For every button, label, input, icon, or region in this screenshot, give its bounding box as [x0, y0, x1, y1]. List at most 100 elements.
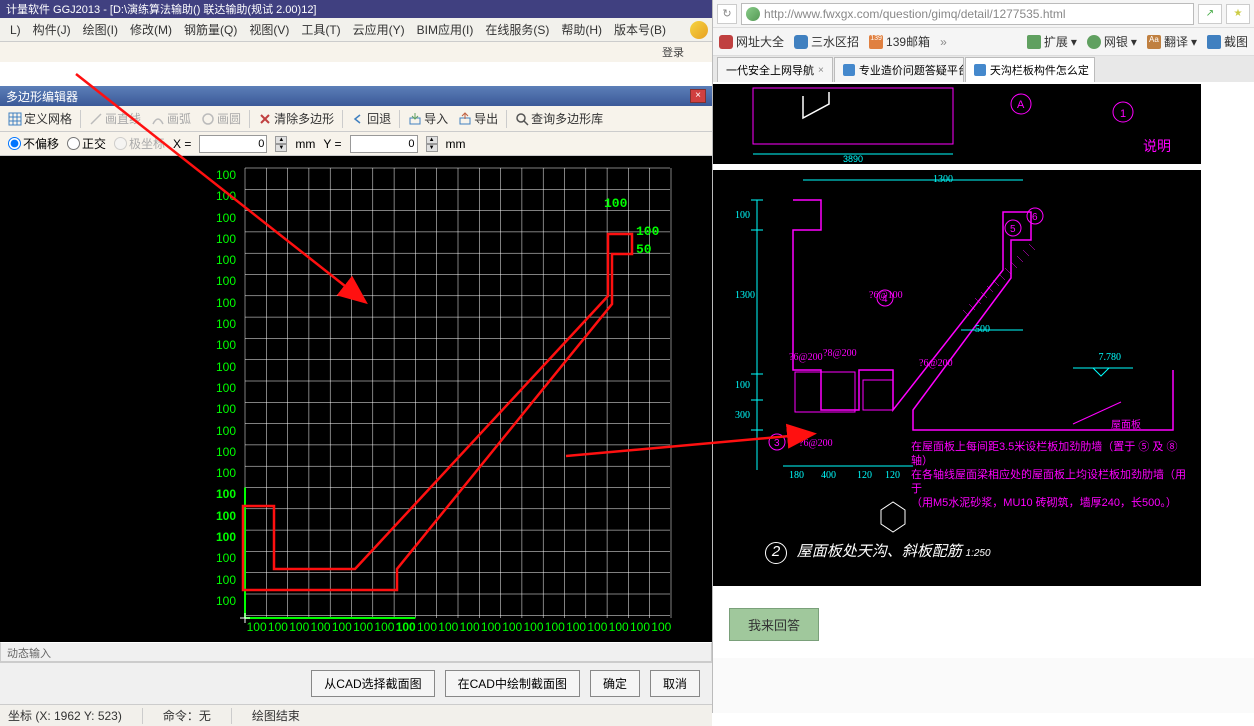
svg-text:3890: 3890	[843, 154, 863, 164]
svg-text:6: 6	[1032, 212, 1038, 223]
dim-right-50: 50	[636, 242, 652, 257]
refresh-button[interactable]: ↻	[717, 4, 737, 24]
cancel-button[interactable]: 取消	[650, 670, 700, 697]
search-icon	[515, 112, 529, 126]
detail-notes: 在屋面板上每间距3.5米设栏板加劲肋墙（置于 ⑤ 及 ⑧ 轴） 在各轴线屋面梁相…	[911, 440, 1191, 510]
browser-window: ↻ http://www.fwxgx.com/question/gimq/det…	[712, 0, 1254, 713]
import-icon	[408, 112, 422, 126]
mm-label2: mm	[446, 137, 466, 151]
go-button[interactable]: ↗	[1198, 4, 1222, 24]
tab-1[interactable]: 一代安全上网导航×	[717, 57, 833, 82]
globe-icon	[746, 7, 760, 21]
dialog-button-bar: 从CAD选择截面图 在CAD中绘制截面图 确定 取消	[0, 662, 712, 704]
tab-2[interactable]: 专业造价问题答疑平台-广联达×	[834, 57, 964, 82]
tab-3[interactable]: 天沟栏板构件怎么定	[965, 57, 1095, 82]
menu-view[interactable]: 视图(V)	[243, 18, 295, 41]
star-button[interactable]: ★	[1226, 4, 1250, 24]
menu-help[interactable]: 帮助(H)	[555, 18, 608, 41]
mm-label: mm	[295, 137, 315, 151]
bookmark-extensions[interactable]: 扩展 ▾	[1027, 33, 1077, 50]
cad-draw-button[interactable]: 在CAD中绘制截面图	[445, 670, 580, 697]
circle-icon	[201, 112, 215, 126]
bookmark-bank[interactable]: 网银 ▾	[1087, 33, 1137, 50]
url-text: http://www.fwxgx.com/question/gimq/detai…	[764, 7, 1066, 21]
menu-tool[interactable]: 工具(T)	[295, 18, 346, 41]
search-library-button[interactable]: 查询多边形库	[511, 108, 607, 129]
url-bar[interactable]: http://www.fwxgx.com/question/gimq/detai…	[741, 3, 1194, 25]
export-icon	[458, 112, 472, 126]
page-content: 3890 A 1 说明 3 4 5 6 2 屋面板处天沟、斜板配筋 1:250	[713, 82, 1254, 658]
app-title: 计量软件 GGJ2013 - [D:\演练算法输助() 联达输助(规试 2.00…	[6, 1, 317, 17]
section-title: 2 屋面板处天沟、斜板配筋 1:250	[765, 540, 991, 564]
import-button[interactable]: 导入	[404, 108, 452, 129]
polygon-toolbar: 定义网格 画直线 画弧 画圆 清除多边形 回退 导入	[0, 106, 712, 132]
close-icon[interactable]: ×	[690, 89, 706, 103]
label-shuoming: 说明	[1143, 136, 1171, 156]
bookmark-139mail[interactable]: 139139邮箱	[869, 33, 930, 50]
login-icon[interactable]	[690, 21, 708, 39]
menu-online[interactable]: 在线服务(S)	[479, 18, 555, 41]
app-title-bar: 计量软件 GGJ2013 - [D:\演练算法输助() 联达输助(规试 2.00…	[0, 0, 712, 18]
polygon-editor-title: 多边形编辑器	[6, 88, 78, 105]
svg-text:A: A	[1017, 99, 1025, 111]
grid-canvas[interactable]: 1001001001001001001001001001001001001001…	[0, 156, 712, 642]
x-spinner[interactable]: ▲▼	[275, 136, 287, 152]
menu-version[interactable]: 版本号(B)	[608, 18, 672, 41]
svg-text:3: 3	[774, 438, 780, 449]
bookmark-translate[interactable]: Aa翻译 ▾	[1147, 33, 1197, 50]
cad-application: 计量软件 GGJ2013 - [D:\演练算法输助() 联达输助(规试 2.00…	[0, 0, 712, 713]
bookmark-bar: 网址大全 三水区招 139139邮箱 » 扩展 ▾ 网银 ▾ Aa翻译 ▾ 截图	[713, 28, 1254, 56]
bookmark-websites[interactable]: 网址大全	[719, 33, 784, 50]
menu-modify[interactable]: 修改(M)	[124, 18, 178, 41]
y-input[interactable]	[350, 135, 418, 153]
draw-line-button[interactable]: 画直线	[85, 108, 145, 129]
bookmark-screenshot[interactable]: 截图	[1207, 33, 1248, 50]
svg-text:1: 1	[1120, 108, 1126, 120]
y-label: Y =	[323, 137, 341, 151]
cad-select-button[interactable]: 从CAD选择截面图	[311, 670, 434, 697]
no-offset-radio[interactable]: 不偏移	[8, 135, 59, 152]
clear-icon	[258, 112, 272, 126]
menu-right	[690, 21, 708, 39]
dynamic-input-label: 动态输入	[0, 642, 712, 662]
answer-button[interactable]: 我来回答	[729, 608, 819, 641]
svg-text:5: 5	[1010, 224, 1016, 235]
export-button[interactable]: 导出	[454, 108, 502, 129]
menu-component[interactable]: 构件(J)	[27, 18, 77, 41]
bookmark-sanshui[interactable]: 三水区招	[794, 33, 859, 50]
dim-right-100: 100	[636, 224, 659, 239]
ortho-radio[interactable]: 正交	[67, 135, 106, 152]
polygon-editor-title-bar: 多边形编辑器 ×	[0, 86, 712, 106]
y-spinner[interactable]: ▲▼	[426, 136, 438, 152]
clear-polygon-button[interactable]: 清除多边形	[254, 108, 338, 129]
line-icon	[89, 112, 103, 126]
define-grid-button[interactable]: 定义网格	[4, 108, 76, 129]
menu-item[interactable]: L)	[4, 20, 27, 40]
menu-rebar[interactable]: 钢筋量(Q)	[178, 18, 243, 41]
menu-cloud[interactable]: 云应用(Y)	[347, 18, 411, 41]
y-axis-labels: 1001001001001001001001001001001001001001…	[208, 168, 236, 615]
status-coord: 坐标 (X: 1962 Y: 523)	[8, 707, 122, 724]
x-axis-labels: 1001001001001001001001001001001001001001…	[246, 620, 672, 634]
login-text[interactable]: 登录	[0, 42, 712, 62]
arc-icon	[151, 112, 165, 126]
draw-arc-button[interactable]: 画弧	[147, 108, 195, 129]
ok-button[interactable]: 确定	[590, 670, 640, 697]
cad-detail-upper: 3890 A 1 说明	[713, 84, 1201, 164]
menu-draw[interactable]: 绘图(I)	[77, 18, 124, 41]
status-end: 绘图结束	[252, 707, 300, 724]
undo-button[interactable]: 回退	[347, 108, 395, 129]
browser-nav-bar: ↻ http://www.fwxgx.com/question/gimq/det…	[713, 0, 1254, 28]
status-cmd: 命令：无	[163, 707, 211, 724]
x-label: X =	[173, 137, 191, 151]
x-input[interactable]	[199, 135, 267, 153]
browser-tabs: 一代安全上网导航× 专业造价问题答疑平台-广联达× 天沟栏板构件怎么定	[713, 56, 1254, 82]
draw-circle-button[interactable]: 画圆	[197, 108, 245, 129]
polygon-params-bar: 不偏移 正交 极坐标 X = ▲▼ mm Y = ▲▼ mm	[0, 132, 712, 156]
status-bar: 坐标 (X: 1962 Y: 523) 命令：无 绘图结束	[0, 704, 712, 726]
coord-radio[interactable]: 极坐标	[114, 135, 165, 152]
menu-bim[interactable]: BIM应用(I)	[411, 18, 480, 41]
menu-bar: L) 构件(J) 绘图(I) 修改(M) 钢筋量(Q) 视图(V) 工具(T) …	[0, 18, 712, 42]
dim-top-100: 100	[604, 196, 627, 211]
cad-detail-lower: 3 4 5 6 2 屋面板处天沟、斜板配筋 1:250 在屋面板上每间距3.5米…	[713, 170, 1201, 586]
